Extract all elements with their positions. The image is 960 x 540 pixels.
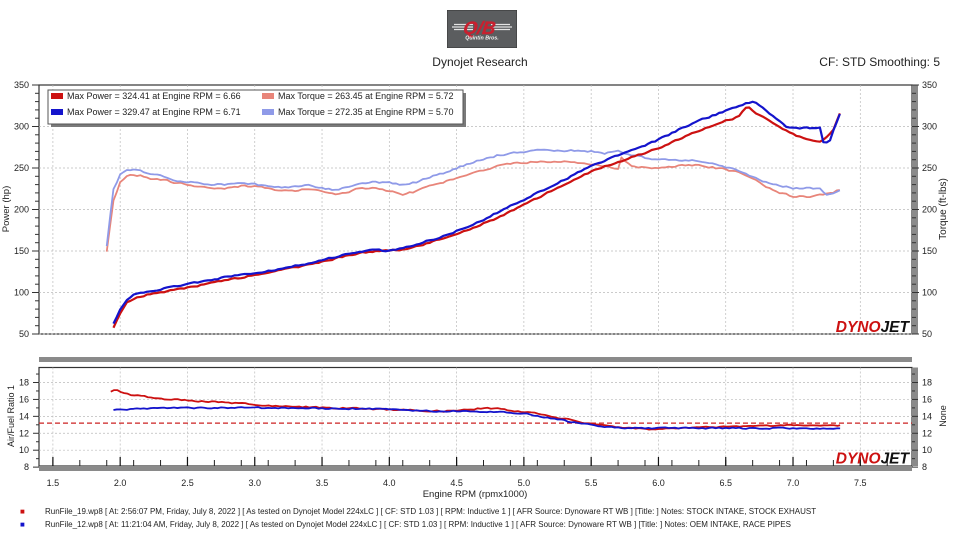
svg-text:Max Power = 329.47 at Engine R: Max Power = 329.47 at Engine RPM = 6.71 (67, 107, 241, 117)
svg-text:7.0: 7.0 (787, 478, 800, 488)
svg-text:None: None (938, 405, 948, 427)
svg-text:100: 100 (922, 288, 937, 298)
svg-text:Power (hp): Power (hp) (1, 186, 12, 232)
svg-text:3.5: 3.5 (316, 478, 329, 488)
svg-text:350: 350 (922, 80, 937, 90)
svg-text:50: 50 (19, 329, 29, 339)
svg-text:Torque (ft-lbs): Torque (ft-lbs) (938, 178, 949, 240)
svg-text:50: 50 (922, 329, 932, 339)
svg-text:18: 18 (19, 378, 29, 388)
svg-text:16: 16 (19, 394, 29, 404)
svg-text:14: 14 (922, 411, 932, 421)
svg-text:350: 350 (14, 80, 29, 90)
svg-text:150: 150 (14, 246, 29, 256)
svg-text:Max Power = 324.41 at Engine R: Max Power = 324.41 at Engine RPM = 6.66 (67, 91, 241, 101)
svg-text:2.0: 2.0 (114, 478, 127, 488)
svg-text:16: 16 (922, 394, 932, 404)
svg-text:200: 200 (14, 205, 29, 215)
svg-text:10: 10 (922, 445, 932, 455)
svg-text:150: 150 (922, 246, 937, 256)
svg-text:3.0: 3.0 (248, 478, 261, 488)
svg-text:12: 12 (19, 428, 29, 438)
svg-text:10: 10 (19, 445, 29, 455)
svg-text:300: 300 (14, 122, 29, 132)
svg-text:Engine RPM (rpmx1000): Engine RPM (rpmx1000) (423, 489, 528, 500)
svg-text:200: 200 (922, 205, 937, 215)
svg-text:5.5: 5.5 (585, 478, 598, 488)
svg-text:DYNOJET: DYNOJET (836, 451, 911, 468)
svg-text:1.5: 1.5 (47, 478, 60, 488)
svg-text:DYNOJET: DYNOJET (836, 319, 911, 336)
svg-text:4.5: 4.5 (450, 478, 463, 488)
svg-text:250: 250 (14, 163, 29, 173)
svg-text:300: 300 (922, 122, 937, 132)
svg-text:8: 8 (24, 462, 29, 472)
svg-text:14: 14 (19, 411, 29, 421)
svg-text:100: 100 (14, 288, 29, 298)
svg-text:4.0: 4.0 (383, 478, 396, 488)
svg-text:Air/Fuel Ratio 1: Air/Fuel Ratio 1 (6, 385, 16, 447)
svg-text:5.0: 5.0 (518, 478, 531, 488)
svg-text:6.0: 6.0 (652, 478, 665, 488)
svg-text:8: 8 (922, 462, 927, 472)
svg-text:Max Torque = 263.45 at Engine: Max Torque = 263.45 at Engine RPM = 5.72 (278, 91, 453, 101)
svg-text:7.5: 7.5 (854, 478, 867, 488)
svg-text:2.5: 2.5 (181, 478, 194, 488)
svg-text:6.5: 6.5 (719, 478, 732, 488)
svg-text:Max Torque = 272.35 at Engine: Max Torque = 272.35 at Engine RPM = 5.70 (278, 107, 453, 117)
svg-text:12: 12 (922, 428, 932, 438)
svg-text:250: 250 (922, 163, 937, 173)
svg-text:18: 18 (922, 378, 932, 388)
